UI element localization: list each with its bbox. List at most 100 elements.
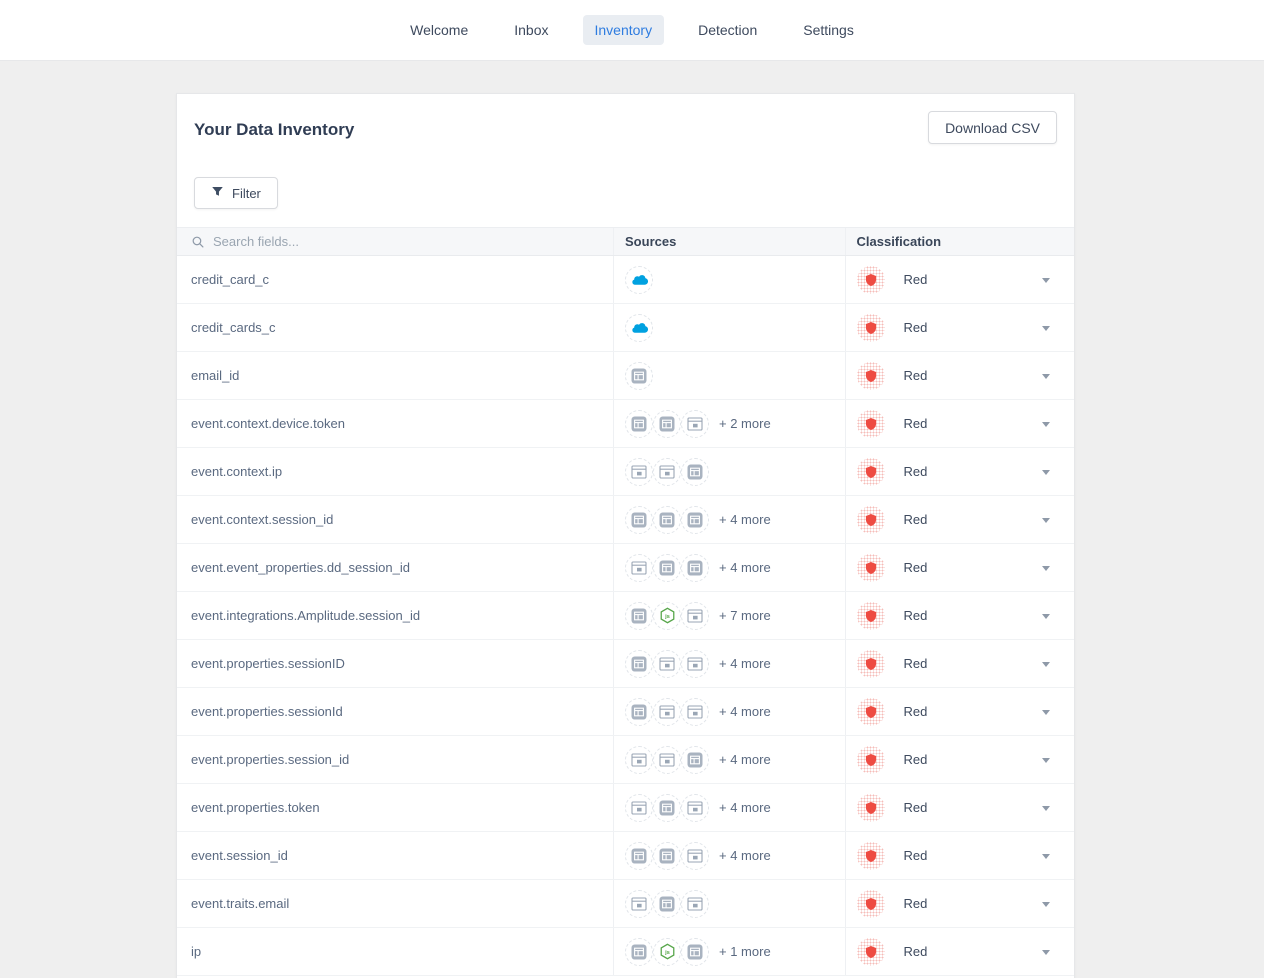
javascript-icon	[625, 553, 654, 582]
nav-tab-settings[interactable]: Settings	[803, 22, 854, 38]
classification-select[interactable]: Red	[856, 697, 1075, 726]
chevron-down-icon	[1042, 805, 1050, 811]
field-name: event.properties.token	[191, 800, 320, 815]
top-nav: Welcome Inbox Inventory Detection Settings	[398, 15, 866, 45]
red-shield-icon	[856, 409, 885, 438]
chevron-down-icon	[1042, 949, 1050, 955]
partial-next-row	[177, 976, 1074, 978]
javascript-icon	[681, 889, 710, 918]
chevron-down-icon	[1042, 565, 1050, 571]
source-icons	[625, 553, 710, 582]
classification-label: Red	[903, 320, 928, 335]
field-name: event.integrations.Amplitude.session_id	[191, 608, 421, 623]
classification-select[interactable]: Red	[856, 457, 1075, 486]
field-name: event.session_id	[191, 848, 288, 863]
nav-tab-detection[interactable]: Detection	[698, 22, 758, 38]
webapp-icon	[653, 505, 682, 534]
table-row: event.integrations.Amplitude.session_id …	[177, 592, 1074, 640]
javascript-icon	[625, 457, 654, 486]
chevron-down-icon	[1042, 325, 1050, 331]
table-row: event.event_properties.dd_session_id + 4…	[177, 544, 1074, 592]
classification-select[interactable]: Red	[856, 601, 1075, 630]
nodejs-icon: js	[653, 601, 682, 630]
table-row: credit_cards_c Red	[177, 304, 1074, 352]
table-row: event.properties.sessionId + 4 more Red	[177, 688, 1074, 736]
red-shield-icon	[856, 841, 885, 870]
filter-row: Filter	[177, 177, 1074, 209]
field-name: email_id	[191, 368, 240, 383]
red-shield-icon	[856, 265, 885, 294]
webapp-icon	[681, 937, 710, 966]
nav-tab-inventory[interactable]: Inventory	[582, 15, 665, 45]
table-row: event.session_id + 4 more Red	[177, 832, 1074, 880]
classification-select[interactable]: Red	[856, 841, 1075, 870]
classification-select[interactable]: Red	[856, 553, 1075, 582]
inventory-card: Your Data Inventory Download CSV Filter …	[176, 93, 1075, 978]
nav-tab-inbox[interactable]: Inbox	[514, 22, 549, 38]
classification-select[interactable]: Red	[856, 649, 1075, 678]
classification-label: Red	[903, 704, 928, 719]
classification-select[interactable]: Red	[856, 937, 1075, 966]
source-icons	[625, 841, 710, 870]
column-header-classification: Classification	[856, 234, 942, 249]
javascript-icon	[681, 793, 710, 822]
classification-select[interactable]: Red	[856, 361, 1075, 390]
field-name: ip	[191, 944, 202, 959]
webapp-icon	[625, 409, 654, 438]
source-icons	[625, 505, 710, 534]
classification-label: Red	[903, 896, 928, 911]
red-shield-icon	[856, 745, 885, 774]
table-row: event.properties.session_id + 4 more Red	[177, 736, 1074, 784]
webapp-icon	[681, 553, 710, 582]
search-input[interactable]	[213, 234, 533, 249]
webapp-icon	[625, 649, 654, 678]
sources-more: + 4 more	[719, 800, 771, 815]
chevron-down-icon	[1042, 277, 1050, 283]
classification-label: Red	[903, 464, 928, 479]
webapp-icon	[625, 937, 654, 966]
svg-text:js: js	[664, 614, 670, 620]
classification-select[interactable]: Red	[856, 265, 1075, 294]
search-icon	[191, 235, 205, 249]
webapp-icon	[625, 361, 654, 390]
webapp-icon	[625, 601, 654, 630]
red-shield-icon	[856, 553, 885, 582]
table-row: ip js + 1 more Red	[177, 928, 1074, 976]
classification-select[interactable]: Red	[856, 313, 1075, 342]
download-csv-button[interactable]: Download CSV	[928, 111, 1057, 144]
salesforce-icon	[625, 313, 654, 342]
nodejs-icon: js	[653, 937, 682, 966]
chevron-down-icon	[1042, 901, 1050, 907]
classification-label: Red	[903, 944, 928, 959]
source-icons	[625, 313, 654, 342]
sources-more: + 4 more	[719, 656, 771, 671]
classification-label: Red	[903, 416, 928, 431]
chevron-down-icon	[1042, 421, 1050, 427]
javascript-icon	[681, 649, 710, 678]
search-box	[191, 234, 613, 249]
webapp-icon	[681, 457, 710, 486]
webapp-icon	[625, 841, 654, 870]
classification-select[interactable]: Red	[856, 793, 1075, 822]
red-shield-icon	[856, 649, 885, 678]
chevron-down-icon	[1042, 517, 1050, 523]
sources-more: + 4 more	[719, 704, 771, 719]
javascript-icon	[653, 457, 682, 486]
chevron-down-icon	[1042, 661, 1050, 667]
classification-select[interactable]: Red	[856, 505, 1075, 534]
source-icons: js	[625, 601, 710, 630]
page-title: Your Data Inventory	[194, 120, 355, 139]
red-shield-icon	[856, 601, 885, 630]
field-name: event.properties.sessionId	[191, 704, 343, 719]
classification-select[interactable]: Red	[856, 745, 1075, 774]
table-row: event.properties.sessionID + 4 more Red	[177, 640, 1074, 688]
javascript-icon	[681, 697, 710, 726]
chevron-down-icon	[1042, 709, 1050, 715]
field-name: event.context.session_id	[191, 512, 334, 527]
classification-select[interactable]: Red	[856, 409, 1075, 438]
javascript-icon	[625, 889, 654, 918]
filter-button[interactable]: Filter	[194, 177, 278, 209]
classification-select[interactable]: Red	[856, 889, 1075, 918]
nav-tab-welcome[interactable]: Welcome	[410, 22, 469, 38]
source-icons	[625, 697, 710, 726]
